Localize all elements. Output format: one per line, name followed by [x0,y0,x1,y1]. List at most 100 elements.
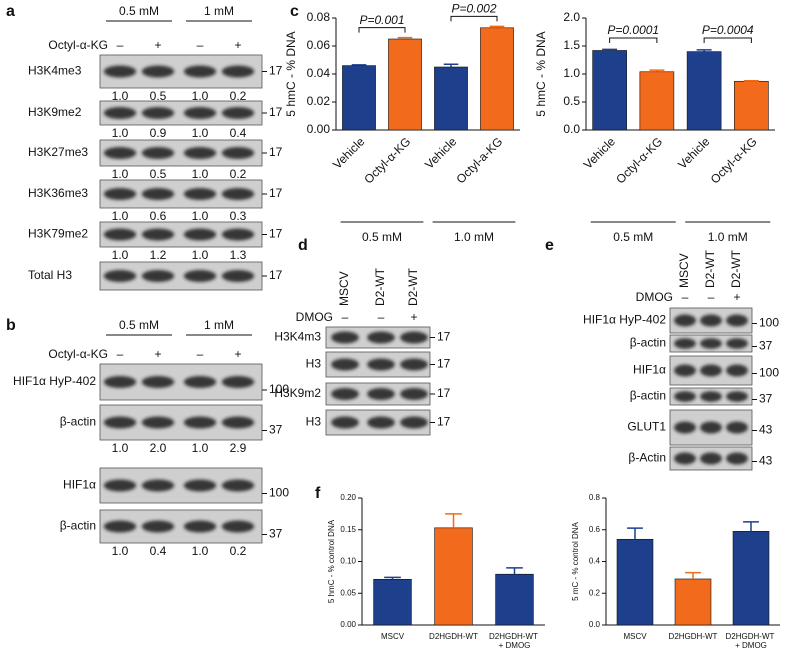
quantification: 1.0 [192,441,209,455]
size-marker: 37 [759,339,773,353]
blot-band [141,520,175,533]
size-marker: 17 [269,268,283,282]
blot-band [726,452,748,465]
bar [480,27,514,131]
blot-band [674,391,696,402]
blot-band [726,421,748,434]
error-bar [443,63,459,67]
p-value: P=0.0001 [607,23,659,37]
blot-band [221,270,255,282]
error-bar [743,79,759,82]
error-bar [397,36,413,39]
blot-band [141,65,175,78]
row-label: β-actin [630,389,666,403]
size-marker: 17 [437,357,451,371]
lane-sign: – [378,310,385,324]
lane-sign: + [234,38,241,52]
blot-band [674,338,696,349]
blot-band [141,228,175,241]
error-bar [743,521,759,532]
blot-band [221,147,255,159]
significance-bracket [450,15,498,22]
blot-band [674,314,696,327]
x-tick-label: Vehicle [330,134,367,171]
row-label: HIF1α HyP-402 [13,374,96,388]
group-label: 0.5 mM [362,230,402,244]
error-bar [696,49,712,52]
size-marker: 43 [759,423,773,437]
blot-band [103,107,137,119]
y-tick-label: 0.10 [340,557,356,566]
blot-band [221,188,255,200]
blot-band [183,479,217,492]
row-label: H3 [306,415,322,429]
quantification: 1.0 [112,167,129,181]
condition-label: 1 mM [204,318,234,332]
sample-label: MSCV [677,253,691,288]
size-marker: 100 [269,382,289,396]
x-tick-label: MSCV [381,632,405,641]
treatment-label: DMOG [636,290,673,304]
error-bar [506,567,523,575]
lane-sign: – [117,38,124,52]
error-bar [685,571,701,579]
blot-band [141,147,175,159]
blot-band [183,416,217,429]
lane-sign: – [708,290,715,304]
error-bar [384,576,401,580]
quantification: 1.0 [112,441,129,455]
error-bar [627,527,643,540]
significance-bracket [358,27,406,33]
significance-bracket [703,37,752,43]
blot-band [700,364,722,377]
quantification: 1.0 [112,126,129,140]
lane-sign: + [154,347,161,361]
bar [434,66,468,131]
quantification: 2.9 [230,441,247,455]
blot-band [221,107,255,119]
lane-sign: + [154,38,161,52]
quantification: 0.2 [230,167,247,181]
x-tick-label: D2HGDH-WT [669,632,718,641]
blot-band [221,376,255,388]
blot-band [700,421,722,434]
quantification: 0.5 [150,89,167,103]
quantification: 1.0 [112,89,129,103]
size-marker: 100 [759,316,779,330]
x-tick-label: D2HGDH-WT + DMOG [489,632,540,650]
blot-band [400,416,428,429]
blot-band [331,358,359,371]
row-label: H3K27me3 [28,145,88,159]
y-tick-label: 2.0 [563,10,580,24]
bar [686,51,722,131]
sample-label: D2-WT [729,249,743,288]
y-tick-label: 0.02 [307,94,331,108]
y-axis-label: 5 mC - % control DNA [571,521,580,600]
y-tick-label: 0.06 [307,38,331,52]
row-label: Total H3 [28,268,72,282]
blot-band [103,147,137,159]
blot-band [141,188,175,200]
y-tick-label: 0.05 [340,588,356,597]
row-label: H3K9me2 [28,105,82,119]
sample-label: D2-WT [406,267,420,306]
condition-label: 0.5 mM [119,318,159,332]
row-label: β-actin [630,336,666,350]
size-marker: 100 [269,486,289,500]
size-marker: 17 [269,145,283,159]
group-label: 1.0 mM [454,230,494,244]
blot-band [221,228,255,241]
y-tick-label: 1.5 [563,38,580,52]
lane-sign: – [682,290,689,304]
y-tick-label: 0.00 [307,122,331,136]
blot-band [726,364,748,377]
quantification: 0.2 [230,544,247,558]
x-tick-label: Vehicle [675,134,712,171]
y-tick-label: 0.20 [340,493,356,502]
bar [342,65,376,131]
blot-band [367,388,395,400]
quantification: 1.0 [192,126,209,140]
size-marker: 17 [437,330,451,344]
row-label: HIF1α [633,363,666,377]
